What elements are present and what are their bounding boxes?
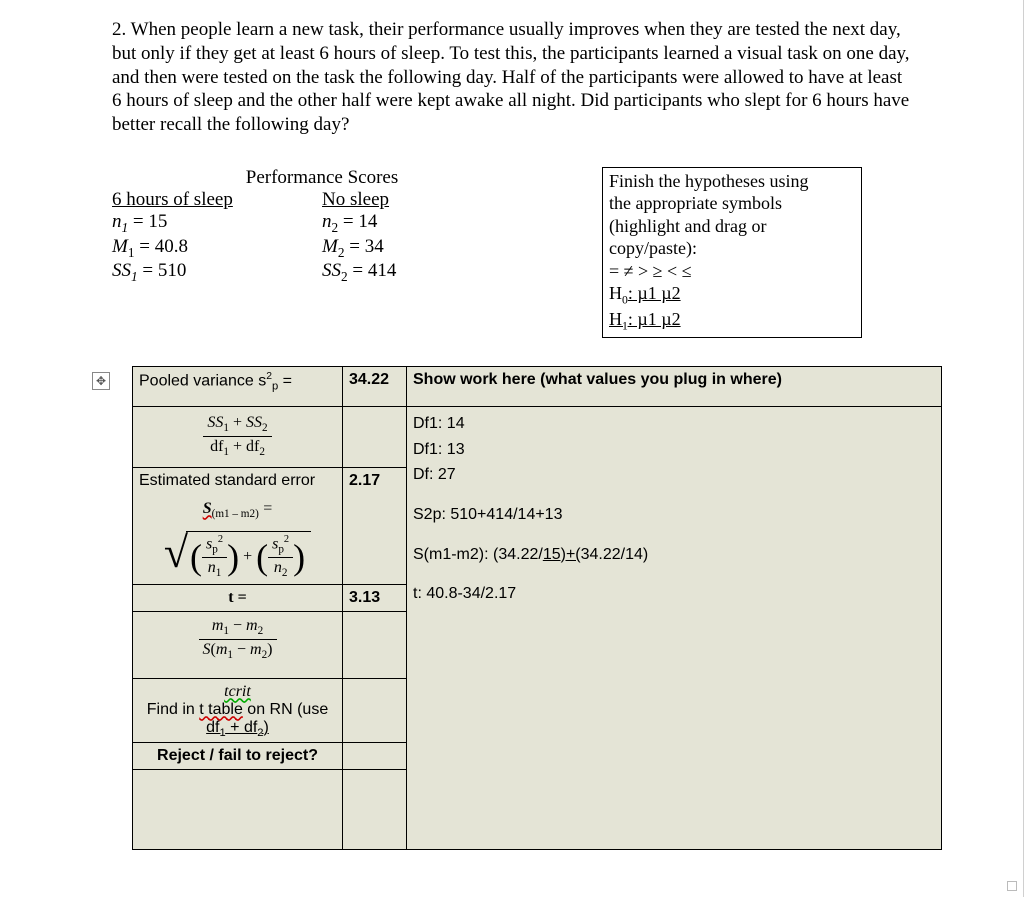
hypotheses-box: Finish the hypotheses using the appropri… (602, 167, 862, 338)
se-label: Estimated standard error (139, 472, 336, 490)
group1-header: 6 hours of sleep (112, 189, 233, 210)
se-formula: √ ( sp2 n1 ) + ( (164, 531, 311, 581)
table-move-handle[interactable]: ✥ (92, 372, 110, 390)
work-area[interactable]: Df1: 14 Df1: 13 Df: 27 S2p: 510+414/14+1… (407, 407, 942, 849)
resize-corner-icon (1007, 881, 1017, 891)
scores-title: Performance Scores (112, 167, 532, 189)
question-text: 2. When people learn a new task, their p… (112, 18, 912, 137)
calc-table: Pooled variance s2p = 34.22 Show work he… (132, 366, 942, 850)
show-work-header: Show work here (what values you plug in … (407, 366, 942, 407)
performance-scores: Performance Scores 6 hours of sleep No s… (112, 167, 532, 338)
t-value: 3.13 (343, 585, 407, 612)
reject-label: Reject / fail to reject? (139, 747, 336, 765)
t-label: t = (139, 589, 336, 607)
t-formula: m1 − m2 S(m1 − m2) (199, 616, 277, 662)
group2-header: No sleep (322, 189, 389, 210)
reject-value[interactable] (343, 742, 407, 769)
tcrit-label: tcrit (224, 683, 251, 700)
pooled-variance-label: Pooled variance s2p = (139, 371, 336, 393)
pooled-variance-value: 34.22 (343, 366, 407, 407)
tcrit-value[interactable] (343, 679, 407, 742)
se-value: 2.17 (343, 468, 407, 585)
pooled-formula: SS1 + SS2 df1 + df2 (203, 413, 271, 459)
